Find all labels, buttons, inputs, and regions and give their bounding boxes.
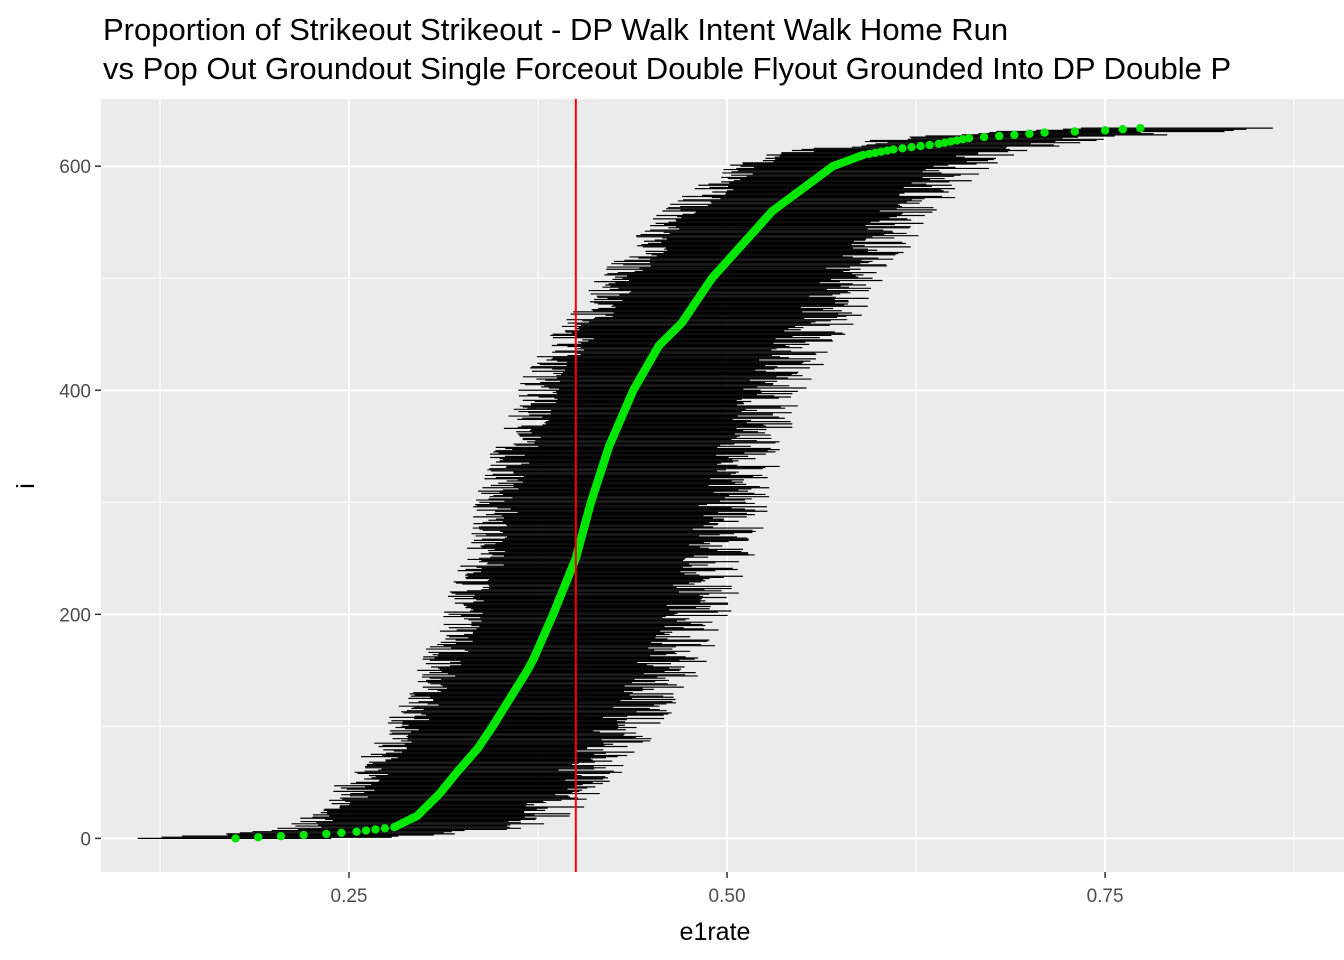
chart-title-line-2: vs Pop Out Groundout Single Forceout Dou… <box>103 51 1231 86</box>
interval-segments <box>137 127 1273 839</box>
data-point <box>1100 126 1110 135</box>
y-tick-label: 600 <box>59 157 91 178</box>
x-axis-title: e1rate <box>680 918 751 946</box>
data-point <box>907 142 916 152</box>
data-points <box>231 123 1145 843</box>
data-point <box>231 834 240 843</box>
data-point <box>254 833 263 842</box>
data-point <box>371 825 380 834</box>
data-point <box>1040 128 1049 137</box>
x-axis-ticks: 0.25 0.50 0.75 <box>331 872 1124 907</box>
data-point <box>322 829 331 839</box>
data-point <box>925 140 934 150</box>
y-axis-ticks: 0 200 400 600 <box>59 157 101 850</box>
data-point <box>361 826 371 835</box>
data-point <box>1070 127 1080 136</box>
data-point <box>898 144 907 153</box>
data-point <box>276 831 286 841</box>
data-point <box>964 134 974 143</box>
y-tick-label: 200 <box>59 605 91 626</box>
x-tick-label: 0.75 <box>1087 886 1124 907</box>
y-tick-label: 400 <box>59 381 91 402</box>
data-point <box>995 131 1004 141</box>
data-point <box>352 827 361 836</box>
data-point <box>889 145 898 154</box>
data-point <box>299 830 308 840</box>
x-tick-label: 0.50 <box>709 886 746 907</box>
data-point <box>1136 123 1145 133</box>
chart-title-line-1: Proportion of Strikeout Strikeout - DP W… <box>103 12 1008 47</box>
x-tick-label: 0.25 <box>331 886 368 907</box>
data-point <box>380 824 390 833</box>
data-point <box>337 828 346 837</box>
y-tick-label: 0 <box>80 829 91 850</box>
y-axis-title: i <box>12 483 40 489</box>
data-point <box>1118 125 1127 134</box>
data-point <box>1010 130 1019 140</box>
data-point <box>916 141 925 151</box>
data-point <box>1025 129 1034 138</box>
data-point <box>979 132 989 142</box>
